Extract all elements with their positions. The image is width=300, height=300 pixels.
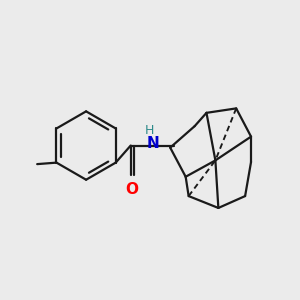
- Text: H: H: [145, 124, 154, 136]
- Text: O: O: [125, 182, 138, 197]
- Text: N: N: [147, 136, 159, 151]
